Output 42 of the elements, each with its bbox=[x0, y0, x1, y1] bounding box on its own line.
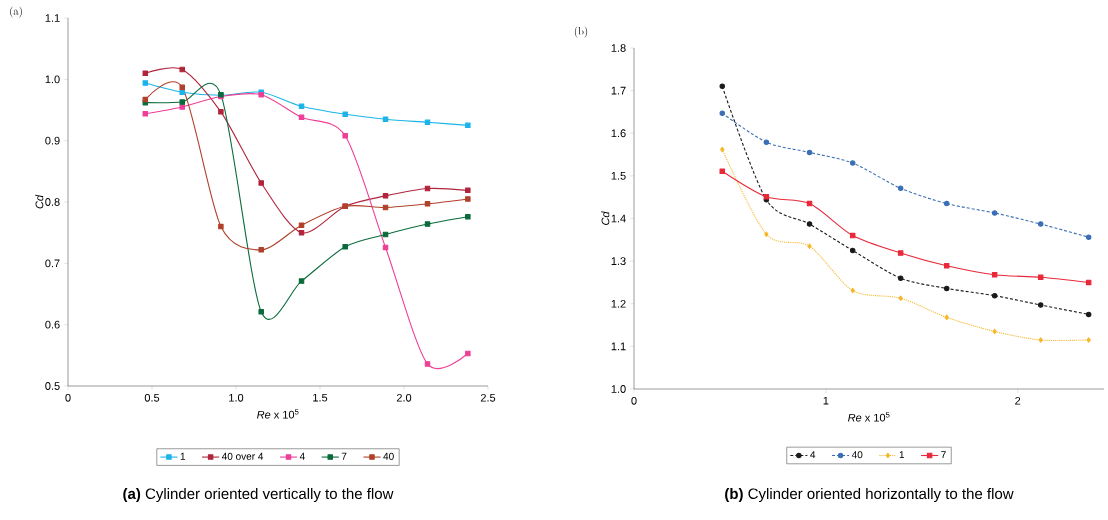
y-tick-label: 1.3 bbox=[611, 257, 626, 266]
y-tick-label: 1.6 bbox=[611, 129, 626, 138]
y-tick-label: 1.0 bbox=[611, 385, 626, 393]
y-axis-title: Cd bbox=[35, 194, 44, 209]
legend-label: 1 bbox=[180, 452, 186, 460]
legend-label: 40 bbox=[851, 451, 863, 459]
text: (a) bbox=[10, 6, 22, 18]
x-tick-label: 2.0 bbox=[396, 393, 412, 402]
x-tick-label: 0.5 bbox=[144, 393, 160, 402]
x-tick-label: 2.5 bbox=[480, 393, 496, 402]
y-tick-label: 1.4 bbox=[611, 214, 626, 223]
y-tick-label: 0.9 bbox=[45, 136, 60, 145]
legend-label: 4 bbox=[299, 452, 305, 460]
legend-label: 1 bbox=[899, 451, 905, 459]
text: (a) Cylinder oriented vertically to the flow bbox=[123, 488, 394, 502]
text: (b) bbox=[574, 26, 588, 38]
x-tick-label: 2 bbox=[1015, 396, 1021, 405]
y-tick-label: 0.6 bbox=[45, 320, 60, 329]
x-tick-label: 1.0 bbox=[229, 393, 244, 402]
legend-label: 40 bbox=[383, 452, 394, 460]
y-axis-title: Cd bbox=[601, 211, 610, 225]
x-tick-label: 1.5 bbox=[313, 393, 328, 402]
legend-label: 4 bbox=[810, 451, 816, 459]
y-tick-label: 1.0 bbox=[45, 75, 60, 84]
y-tick-label: 1.5 bbox=[611, 172, 626, 180]
x-tick-label: 0 bbox=[65, 393, 71, 402]
y-tick-label: 1.8 bbox=[611, 44, 626, 52]
y-tick-label: 0.8 bbox=[45, 198, 60, 206]
legend-label: 40 over 4 bbox=[221, 452, 264, 460]
legend-label: 7 bbox=[941, 451, 946, 459]
y-tick-label: 1.7 bbox=[611, 86, 626, 95]
text: (b) Cylinder oriented horizontally to the flow bbox=[725, 488, 1014, 502]
x-tick-label: 1 bbox=[823, 396, 829, 405]
y-tick-label: 1.2 bbox=[611, 299, 626, 308]
y-tick-label: 1.1 bbox=[45, 14, 60, 22]
legend-label: 7 bbox=[341, 452, 347, 460]
x-axis-title: Re x 10$^{5}$ bbox=[257, 409, 299, 419]
y-tick-label: 1.1 bbox=[611, 342, 626, 351]
x-tick-label: 0 bbox=[631, 396, 637, 405]
y-tick-label: 0.5 bbox=[45, 382, 60, 390]
y-tick-label: 0.7 bbox=[45, 259, 60, 268]
x-axis-title: Re x 10$^{5}$ bbox=[848, 412, 890, 422]
